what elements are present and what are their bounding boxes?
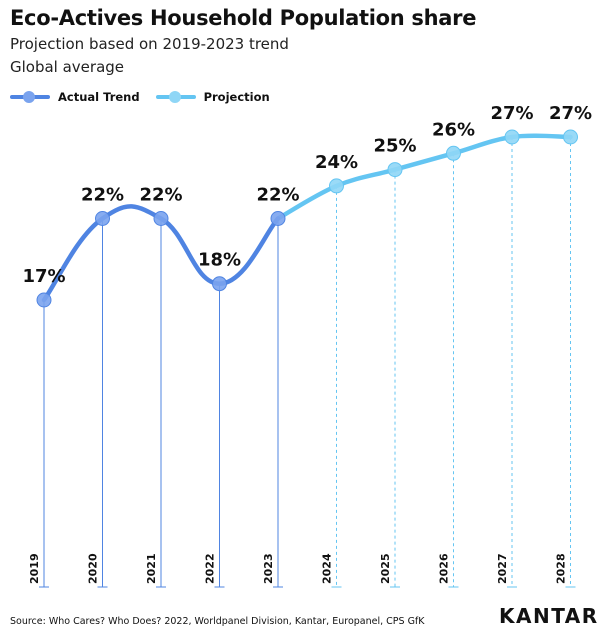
- legend-swatch-projection: [155, 90, 196, 104]
- legend-swatch-actual: [10, 90, 50, 104]
- chart-title: Eco-Actives Household Population share: [10, 6, 477, 30]
- x-tick-label-2028: 2028: [555, 553, 568, 584]
- data-label-2027: 27%: [490, 103, 533, 124]
- x-tick-label-2022: 2022: [204, 553, 217, 584]
- x-tick-label-2027: 2027: [496, 553, 509, 584]
- data-label-2025: 25%: [373, 136, 416, 157]
- data-point-2020: [95, 211, 110, 226]
- x-tick-label-2023: 2023: [262, 553, 275, 584]
- chart-subtitle-region: Global average: [10, 58, 125, 76]
- x-tick-label-2024: 2024: [321, 553, 334, 584]
- data-label-2022: 18%: [198, 250, 241, 271]
- data-point-2026: [446, 145, 461, 161]
- legend-label-actual: Actual Trend: [58, 90, 140, 104]
- legend-item-projection: Projection: [155, 90, 270, 104]
- x-tick-label-2026: 2026: [438, 553, 451, 584]
- data-point-2028: [563, 129, 578, 145]
- legend-label-projection: Projection: [203, 90, 270, 104]
- data-point-2019: [36, 292, 52, 308]
- data-point-2023: [270, 211, 286, 226]
- x-tick-label-2021: 2021: [145, 553, 158, 584]
- data-point-2027: [504, 129, 520, 145]
- x-tick-label-2020: 2020: [87, 553, 100, 584]
- data-point-2022: [212, 276, 227, 292]
- projection-series-line: [275, 133, 573, 221]
- data-point-2025: [387, 162, 403, 178]
- data-label-2026: 26%: [432, 119, 475, 140]
- data-label-2023: 22%: [256, 185, 299, 206]
- data-label-2028: 27%: [549, 103, 592, 124]
- legend-item-actual: Actual Trend: [10, 90, 140, 104]
- data-label-2019: 17%: [22, 266, 65, 287]
- x-tick-label-2025: 2025: [379, 553, 392, 584]
- chart-subtitle: Projection based on 2019-2023 trend: [10, 35, 289, 53]
- source-note: Source: Who Cares? Who Does? 2022, World…: [10, 616, 425, 627]
- data-label-2020: 22%: [81, 185, 124, 206]
- data-point-2021: [153, 211, 169, 226]
- data-point-2024: [329, 178, 344, 194]
- kantar-logo: KANTAR: [499, 604, 599, 628]
- legend: Actual Trend Projection: [10, 90, 286, 104]
- data-label-2021: 22%: [139, 185, 182, 206]
- data-label-2024: 24%: [315, 152, 358, 173]
- x-tick-label-2019: 2019: [28, 553, 41, 584]
